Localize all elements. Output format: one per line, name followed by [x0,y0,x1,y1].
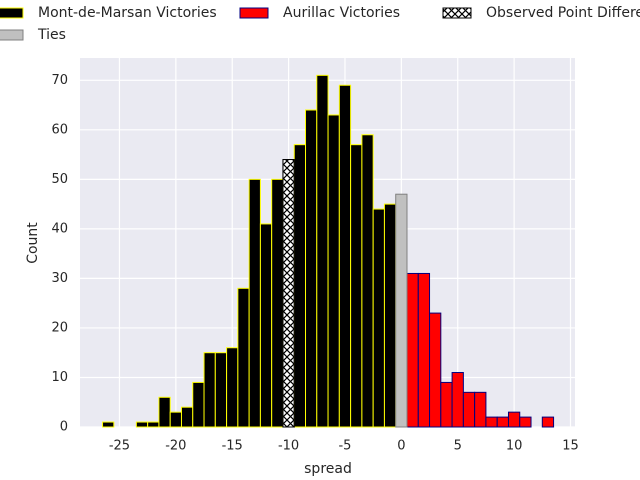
bar [293,144,307,428]
bar [327,114,340,428]
legend-swatch [0,29,24,41]
bar [147,421,160,428]
y-tick-label: 20 [51,320,68,335]
legend-label: Ties [37,27,66,43]
bar [485,416,498,428]
bar [316,74,329,428]
bar [462,391,476,428]
x-tick-label: -10 [278,439,299,454]
bar [169,411,182,428]
bar [350,144,363,428]
x-axis-label: spread [304,461,352,477]
y-tick-label: 70 [51,73,68,88]
bar [429,312,442,428]
y-tick-label: 40 [51,221,68,236]
legend-swatch [0,7,24,19]
bar [102,421,115,428]
bar [361,134,374,428]
bar [395,193,408,428]
x-tick-label: -20 [165,439,186,454]
y-tick-label: 60 [51,122,68,137]
bar [474,391,487,428]
bar [226,347,239,428]
bar [541,416,555,428]
legend-swatch [239,7,269,19]
y-tick-label: 50 [51,172,68,187]
bar [519,416,532,428]
bar [271,178,284,428]
bar [305,109,318,428]
bar [372,208,385,428]
bar [180,406,194,428]
x-tick-label: 15 [562,439,579,454]
bar [259,223,273,428]
legend-label: Mont-de-Marsan Victories [38,5,217,21]
bar [417,272,431,428]
x-tick-label: 5 [454,439,462,454]
bar [451,372,464,428]
x-tick-label: -5 [338,439,351,454]
x-tick-label: -25 [109,439,130,454]
bar [406,272,419,428]
bar [158,396,171,428]
y-tick-label: 10 [51,370,68,385]
bar [248,178,261,428]
y-axis-label: Count [25,222,41,264]
bar [338,84,352,428]
bar [135,421,149,428]
bar-hatch [282,159,295,428]
x-tick-label: -15 [222,439,243,454]
x-tick-label: 10 [506,439,523,454]
bar [203,352,216,428]
y-tick-label: 30 [51,271,68,286]
bar [237,287,250,428]
legend-label: Aurillac Victories [283,5,400,21]
legend-swatch-hatch [442,7,472,19]
bar [214,352,228,428]
bar [496,416,509,428]
legend-label: Observed Point Difference [486,5,640,21]
bar [507,411,521,428]
x-tick-label: 0 [397,439,405,454]
bar [383,203,397,428]
bar [440,381,453,428]
y-tick-label: 0 [60,420,68,435]
bar [192,381,205,428]
